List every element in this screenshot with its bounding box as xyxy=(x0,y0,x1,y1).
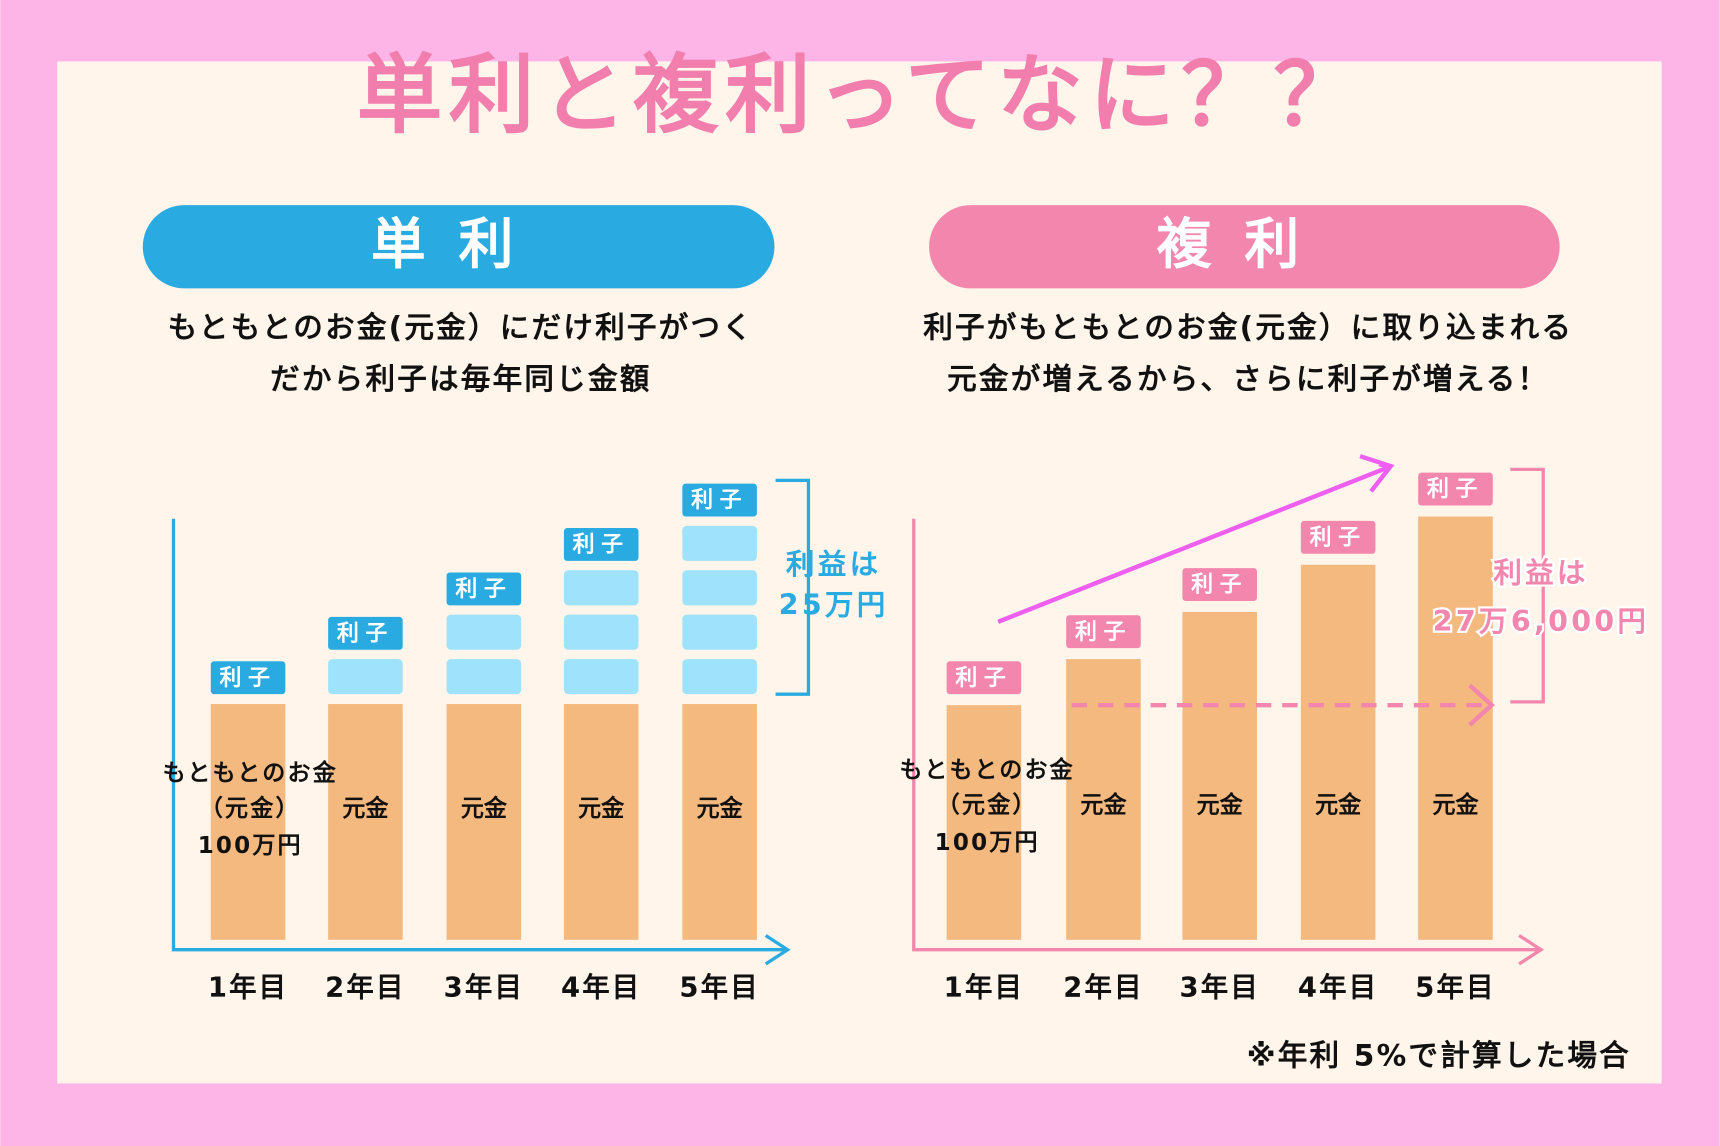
footnote: ※年利 5%で計算した場合 xyxy=(1247,1039,1631,1073)
bar-label: 元金 xyxy=(578,795,625,822)
principal-bar xyxy=(682,704,757,940)
bracket xyxy=(1510,467,1545,704)
description: 利子がもともとのお金(元金）に取り込まれる xyxy=(923,310,1573,344)
profit-label: 利益は xyxy=(1493,557,1588,590)
interest-label: 利子 xyxy=(1310,525,1367,550)
baseline-dash-head xyxy=(1468,683,1495,727)
growth-arrow-head xyxy=(1359,454,1395,493)
description: だから利子は毎年同じ金額 xyxy=(270,362,651,396)
interest-label: 利子 xyxy=(955,666,1012,691)
interest-tag xyxy=(446,572,522,606)
bracket xyxy=(775,478,811,696)
principal-bar xyxy=(1182,611,1257,940)
interest-label: 利子 xyxy=(337,621,394,646)
principal-bar xyxy=(1300,564,1376,940)
interest-block xyxy=(563,659,639,695)
interest-block xyxy=(682,570,757,606)
year-label: 5年目 xyxy=(679,972,759,1004)
interest-tag xyxy=(1182,568,1257,601)
principal-label: 100万円 xyxy=(198,833,303,859)
principal-bar xyxy=(563,704,639,940)
heading-pill xyxy=(142,205,775,289)
interest-label: 利子 xyxy=(1191,573,1248,598)
bar-label: 元金 xyxy=(1315,792,1362,819)
year-label: 4年目 xyxy=(1298,972,1378,1004)
axis xyxy=(171,518,791,966)
interest-label: 利子 xyxy=(1427,477,1484,502)
interest-tag xyxy=(682,483,757,517)
principal-bar xyxy=(1418,516,1493,940)
year-label: 4年目 xyxy=(561,972,641,1004)
description: 元金が増えるから、さらに利子が増える！ xyxy=(947,362,1549,396)
description: もともとのお金(元金）にだけ利子がつく xyxy=(168,310,754,344)
axis xyxy=(912,518,1545,966)
title: 単利と複利ってなに？？ xyxy=(357,46,1366,145)
principal-bar xyxy=(446,704,522,940)
interest-block xyxy=(328,659,403,695)
interest-block xyxy=(682,659,757,695)
interest-tag xyxy=(328,616,403,650)
interest-block xyxy=(563,614,639,650)
interest-block xyxy=(446,659,522,695)
interest-label: 利子 xyxy=(691,488,748,513)
interest-label: 利子 xyxy=(455,577,512,602)
bar-label: 元金 xyxy=(342,795,389,822)
year-label: 1年目 xyxy=(944,972,1024,1004)
principal-bar xyxy=(946,705,1022,940)
heading: 単利 xyxy=(371,212,546,276)
interest-label: 利子 xyxy=(1075,620,1132,645)
interest-tag xyxy=(1418,472,1493,506)
year-label: 3年目 xyxy=(444,972,524,1004)
principal-label: もともとのお金 xyxy=(163,760,338,787)
interest-block xyxy=(682,525,757,561)
principal-label: （元金） xyxy=(937,792,1038,819)
year-label: 5年目 xyxy=(1415,972,1495,1004)
profit-label: 27万6,000円 xyxy=(1433,605,1649,638)
principal-label: 100万円 xyxy=(935,830,1040,856)
interest-block xyxy=(563,570,639,606)
bar-label: 元金 xyxy=(1432,792,1479,819)
bar-label: 元金 xyxy=(697,795,744,822)
principal-label: もともとのお金 xyxy=(900,756,1075,783)
interest-block xyxy=(682,614,757,650)
year-label: 2年目 xyxy=(325,972,405,1004)
interest-label: 利子 xyxy=(573,533,630,558)
interest-label: 利子 xyxy=(220,666,277,691)
principal-bar xyxy=(210,704,286,940)
year-label: 2年目 xyxy=(1063,972,1143,1004)
year-label: 1年目 xyxy=(208,972,288,1004)
bar-label: 元金 xyxy=(1080,792,1127,819)
year-label: 3年目 xyxy=(1179,972,1259,1004)
interest-tag xyxy=(210,661,286,695)
interest-tag xyxy=(1300,520,1376,554)
heading: 複利 xyxy=(1157,212,1332,276)
interest-tag xyxy=(1066,615,1141,649)
profit-label: 25万円 xyxy=(779,588,889,621)
bar-label: 元金 xyxy=(461,795,508,822)
heading-pill xyxy=(929,205,1560,289)
interest-tag xyxy=(946,661,1022,695)
interest-block xyxy=(446,614,522,650)
bar-label: 元金 xyxy=(1197,792,1244,819)
principal-bar xyxy=(328,704,403,940)
principal-label: （元金） xyxy=(200,795,301,822)
interest-tag xyxy=(563,528,639,561)
growth-arrow xyxy=(997,467,1388,624)
profit-label: 利益は xyxy=(786,548,881,581)
